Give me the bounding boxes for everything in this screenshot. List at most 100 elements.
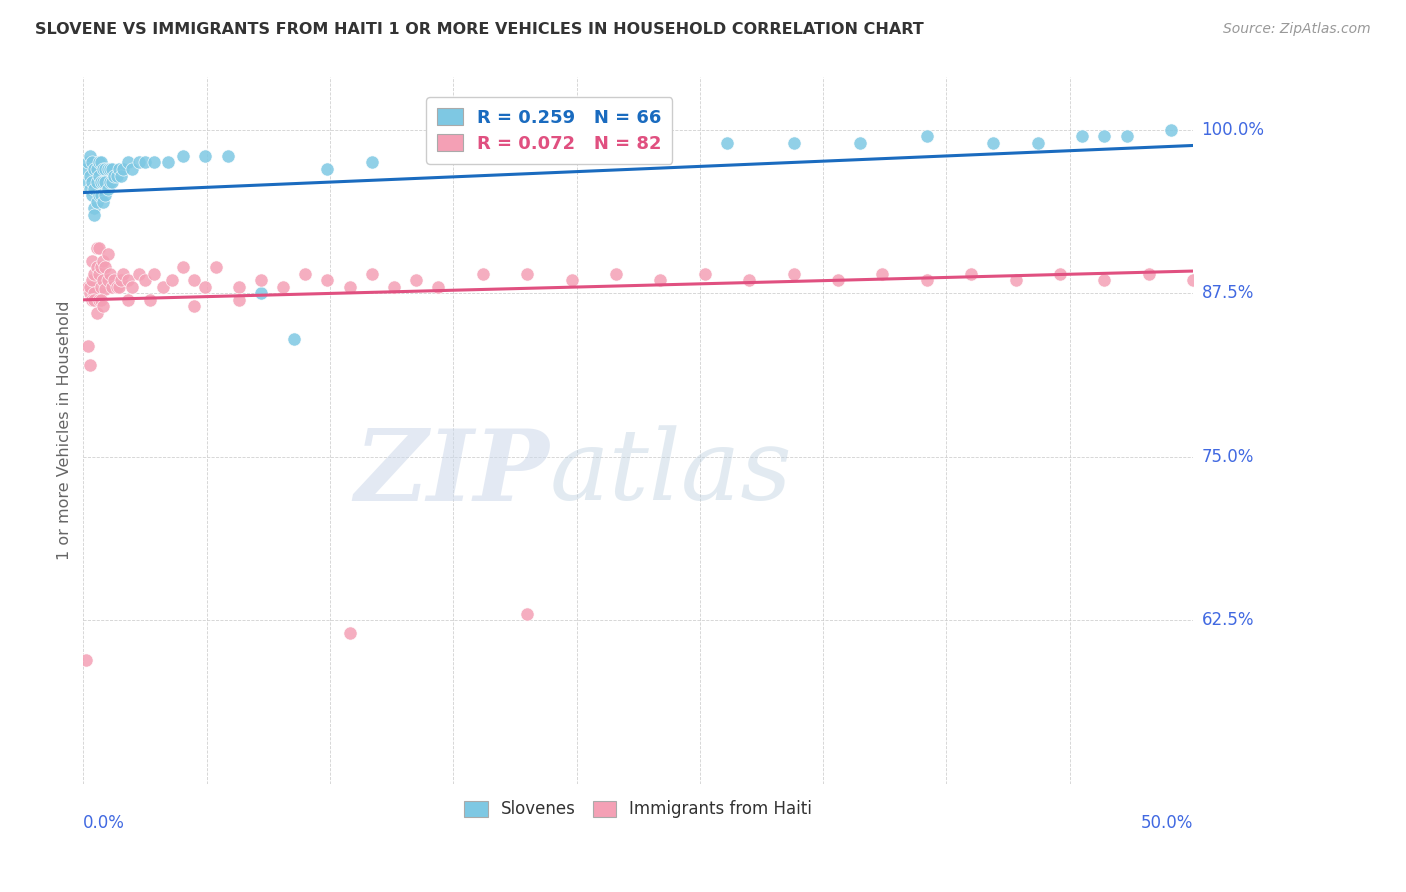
Point bbox=[693, 267, 716, 281]
Point bbox=[1071, 129, 1094, 144]
Point bbox=[86, 260, 108, 274]
Point bbox=[1115, 129, 1137, 144]
Point bbox=[405, 273, 427, 287]
Point bbox=[1137, 267, 1160, 281]
Point bbox=[90, 279, 112, 293]
Point bbox=[316, 273, 339, 287]
Point bbox=[360, 155, 382, 169]
Point bbox=[101, 279, 124, 293]
Point bbox=[121, 279, 143, 293]
Point bbox=[83, 201, 105, 215]
Point bbox=[98, 175, 121, 189]
Point bbox=[101, 161, 124, 176]
Point bbox=[915, 273, 938, 287]
Point bbox=[94, 188, 117, 202]
Text: atlas: atlas bbox=[550, 425, 792, 521]
Point bbox=[117, 155, 139, 169]
Point bbox=[83, 161, 105, 176]
Point bbox=[82, 175, 104, 189]
Point bbox=[79, 181, 101, 195]
Point bbox=[1160, 122, 1182, 136]
Point bbox=[172, 149, 194, 163]
Point bbox=[87, 188, 110, 202]
Point bbox=[91, 161, 114, 176]
Point bbox=[960, 267, 983, 281]
Point bbox=[1226, 273, 1249, 287]
Point bbox=[128, 267, 150, 281]
Point bbox=[83, 293, 105, 307]
Point bbox=[103, 169, 125, 183]
Point bbox=[1204, 267, 1226, 281]
Point bbox=[283, 332, 305, 346]
Point bbox=[83, 267, 105, 281]
Point bbox=[139, 293, 162, 307]
Point bbox=[91, 253, 114, 268]
Point bbox=[90, 175, 112, 189]
Point bbox=[250, 286, 273, 301]
Point bbox=[360, 267, 382, 281]
Point bbox=[97, 247, 120, 261]
Text: Source: ZipAtlas.com: Source: ZipAtlas.com bbox=[1223, 22, 1371, 37]
Point bbox=[427, 149, 450, 163]
Text: ZIP: ZIP bbox=[354, 425, 550, 521]
Point bbox=[128, 155, 150, 169]
Text: 87.5%: 87.5% bbox=[1202, 285, 1254, 302]
Point bbox=[86, 306, 108, 320]
Point bbox=[516, 267, 538, 281]
Point bbox=[90, 188, 112, 202]
Point bbox=[117, 293, 139, 307]
Point bbox=[107, 279, 129, 293]
Point bbox=[82, 293, 104, 307]
Point bbox=[79, 169, 101, 183]
Text: 0.0%: 0.0% bbox=[83, 814, 125, 832]
Point bbox=[915, 129, 938, 144]
Point bbox=[79, 286, 101, 301]
Point bbox=[561, 273, 583, 287]
Text: SLOVENE VS IMMIGRANTS FROM HAITI 1 OR MORE VEHICLES IN HOUSEHOLD CORRELATION CHA: SLOVENE VS IMMIGRANTS FROM HAITI 1 OR MO… bbox=[35, 22, 924, 37]
Point bbox=[97, 273, 120, 287]
Point bbox=[91, 194, 114, 209]
Point bbox=[94, 260, 117, 274]
Point bbox=[156, 155, 179, 169]
Point bbox=[76, 155, 98, 169]
Point bbox=[91, 175, 114, 189]
Point bbox=[782, 267, 804, 281]
Point bbox=[107, 161, 129, 176]
Y-axis label: 1 or more Vehicles in Household: 1 or more Vehicles in Household bbox=[58, 301, 72, 560]
Point bbox=[849, 136, 872, 150]
Point bbox=[98, 161, 121, 176]
Point bbox=[91, 273, 114, 287]
Point bbox=[76, 175, 98, 189]
Point bbox=[82, 273, 104, 287]
Point bbox=[83, 181, 105, 195]
Point bbox=[738, 273, 761, 287]
Point bbox=[1249, 267, 1271, 281]
Point bbox=[110, 169, 132, 183]
Point bbox=[143, 155, 166, 169]
Point bbox=[183, 273, 205, 287]
Point bbox=[75, 652, 97, 666]
Text: 75.0%: 75.0% bbox=[1202, 448, 1254, 466]
Point bbox=[716, 136, 738, 150]
Point bbox=[194, 149, 217, 163]
Point bbox=[172, 260, 194, 274]
Point bbox=[872, 267, 894, 281]
Point bbox=[90, 293, 112, 307]
Point bbox=[86, 161, 108, 176]
Point bbox=[101, 175, 124, 189]
Point bbox=[250, 273, 273, 287]
Point bbox=[83, 208, 105, 222]
Point bbox=[86, 240, 108, 254]
Point bbox=[382, 279, 405, 293]
Point bbox=[427, 279, 450, 293]
Point bbox=[650, 273, 672, 287]
Point bbox=[91, 299, 114, 313]
Point bbox=[983, 136, 1005, 150]
Point bbox=[650, 142, 672, 156]
Point bbox=[782, 136, 804, 150]
Point bbox=[82, 188, 104, 202]
Point bbox=[82, 155, 104, 169]
Point bbox=[228, 293, 250, 307]
Point bbox=[183, 299, 205, 313]
Point bbox=[228, 279, 250, 293]
